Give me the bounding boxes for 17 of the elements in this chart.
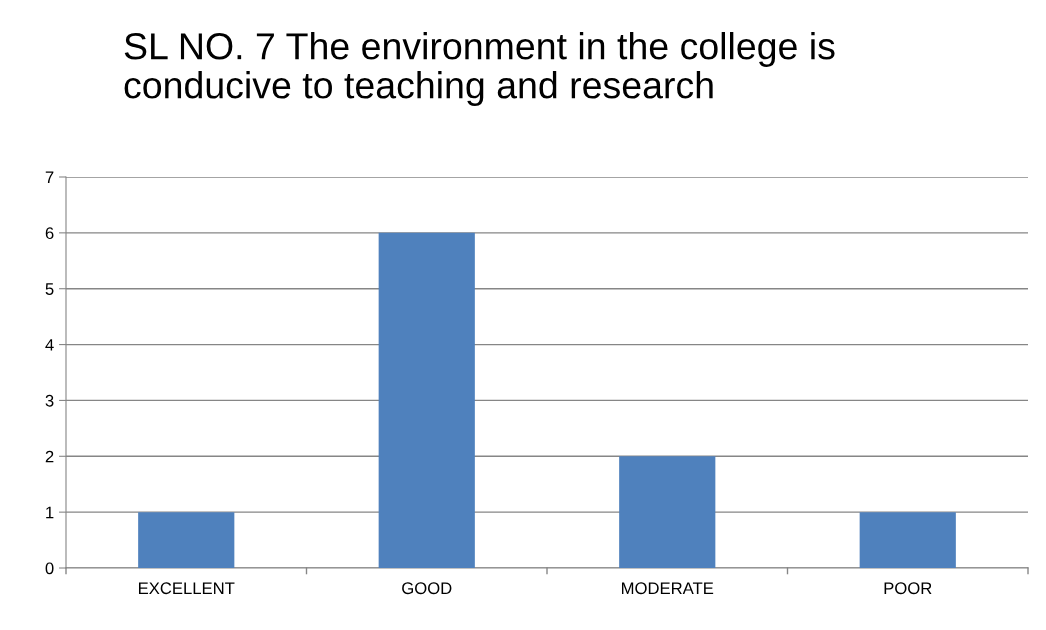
x-tick-label: MODERATE <box>622 582 714 595</box>
bar <box>138 512 235 568</box>
y-tick-label: 5 <box>45 283 54 295</box>
y-tick-label: 1 <box>46 506 54 519</box>
x-tick-label: POOR <box>884 582 932 595</box>
bar <box>619 456 716 568</box>
chart-title: SL NO. 7 The environment in the college is conducive to teaching and research <box>124 32 835 106</box>
y-tick-label: 6 <box>45 227 54 240</box>
y-tick-label: 7 <box>45 171 54 184</box>
bar <box>378 232 475 568</box>
bar <box>859 512 956 568</box>
y-tick-label: 0 <box>45 562 54 575</box>
y-tick-label: 3 <box>45 394 54 407</box>
y-tick-label: 2 <box>45 450 54 463</box>
y-tick-label: 4 <box>45 339 54 351</box>
x-tick-label: GOOD <box>402 582 452 595</box>
x-tick-label: EXCELLENT <box>138 582 235 595</box>
